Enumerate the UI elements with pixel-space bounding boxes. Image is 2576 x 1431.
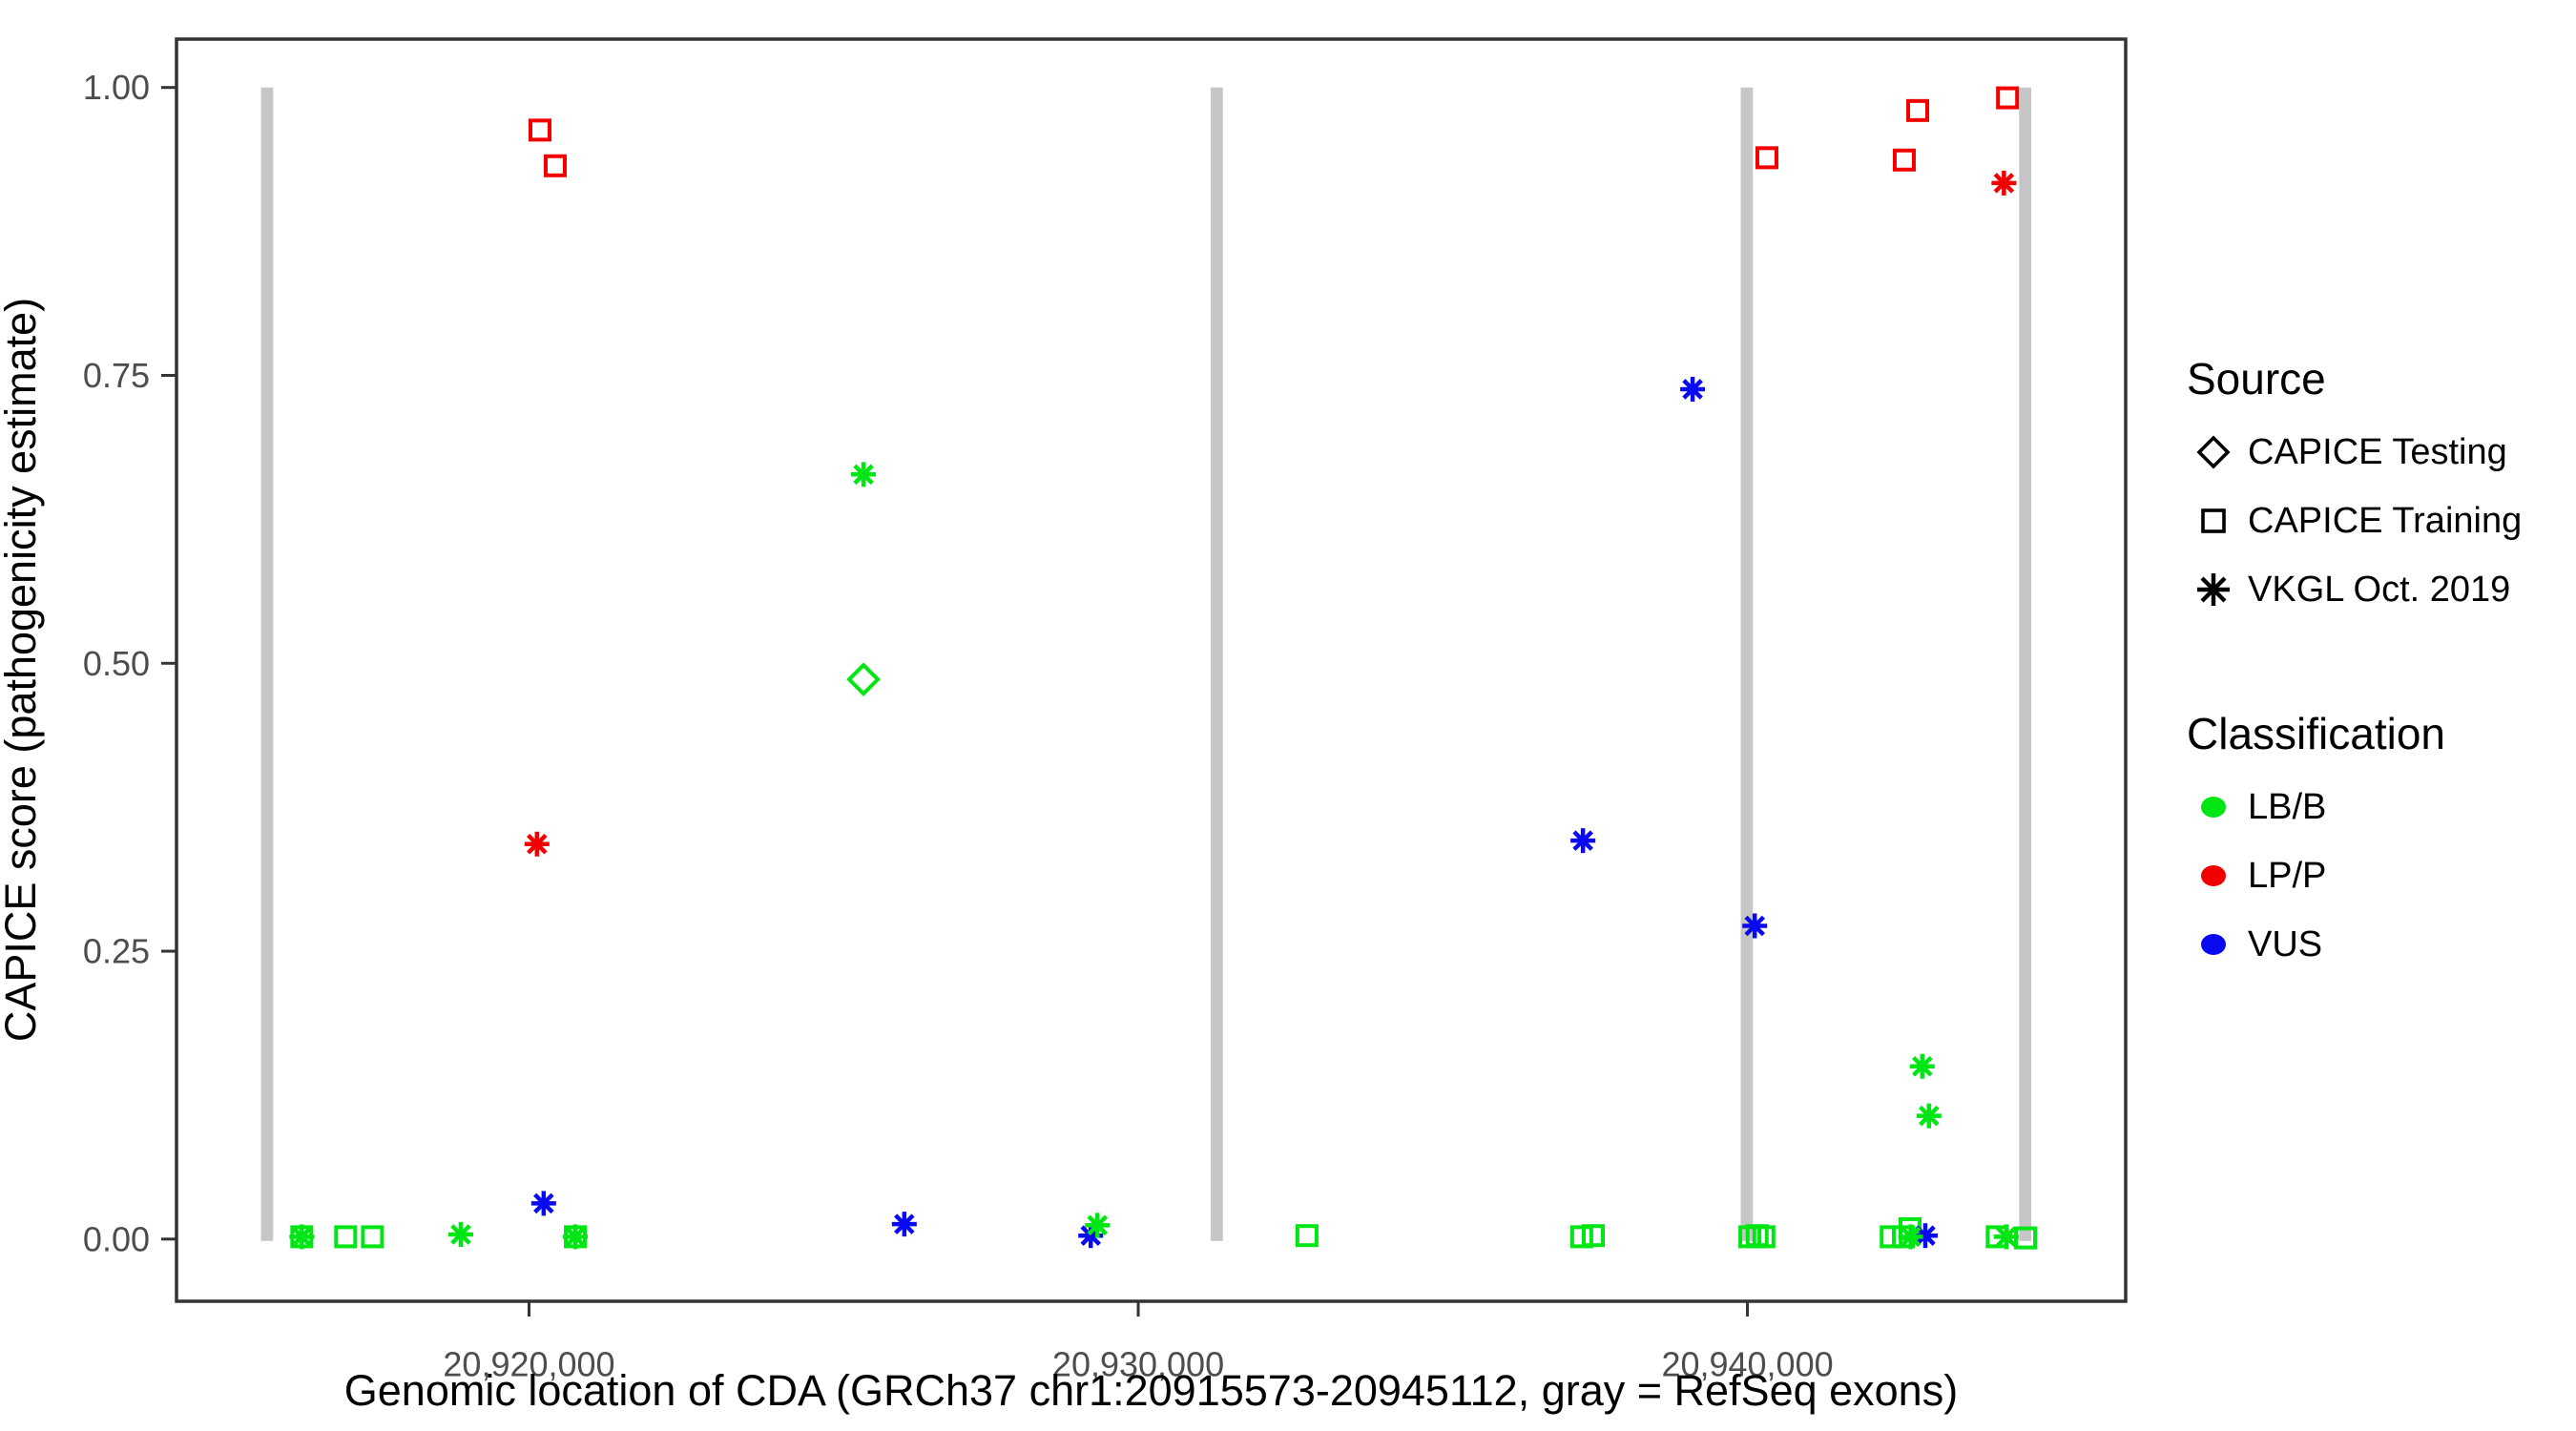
legend-item-vkgl: VKGL Oct. 2019 [2187,555,2572,624]
panel-border [175,37,2128,1303]
data-point-asterisk [851,462,877,487]
y-tick-label: 0.50 [83,644,150,683]
y-tick-label: 1.00 [83,68,150,107]
data-point-asterisk [530,1191,556,1216]
data-point-asterisk [1916,1103,1942,1129]
vus-color-dot-icon [2187,918,2248,971]
data-point-asterisk [1912,1223,1938,1249]
data-point-asterisk [1570,828,1596,854]
data-point-asterisk [447,1221,473,1247]
data-point-square [1581,1224,1605,1248]
data-point-asterisk [563,1224,589,1250]
data-point-square [1906,98,1930,122]
data-point-square [543,154,567,177]
data-point-asterisk [1898,1224,1923,1250]
x-tick-label: 20,930,000 [1052,1344,1224,1383]
data-point-square [529,118,552,142]
data-point-square [1295,1224,1319,1248]
lbb-color-dot-icon [2187,780,2248,834]
legend-classification-title: Classification [2187,709,2445,758]
refseq-exon-bar [1740,87,1754,1241]
data-point-asterisk [1909,1053,1935,1079]
legend-label: VUS [2248,923,2323,964]
data-point-square [1892,148,1916,172]
legend-item-capice-testing: CAPICE Testing [2187,418,2572,487]
data-point-square [1880,1225,1903,1249]
data-point-square [334,1225,358,1249]
data-point-asterisk [524,831,550,857]
legend-source-title: Source [2187,354,2326,404]
square-icon [2187,494,2248,548]
legend-item-lbb: LB/B [2187,773,2572,841]
data-point-asterisk [1993,1224,2019,1250]
legend-item-lpp: LP/P [2187,841,2572,910]
data-point-square [1569,1225,1593,1249]
legend-label: VKGL Oct. 2019 [2248,569,2511,610]
x-axis-title: Genomic location of CDA (GRCh37 chr1:209… [343,1366,1959,1415]
y-tick-label: 0.25 [83,932,150,971]
refseq-exon-bar [2019,87,2032,1241]
data-point-square [1996,86,2020,110]
x-tick-label: 20,940,000 [1661,1344,1833,1383]
data-point-asterisk [1085,1213,1111,1238]
legend-item-vus: VUS [2187,910,2572,979]
legend-item-capice-training: CAPICE Training [2187,487,2572,555]
data-point-asterisk [1991,170,2017,196]
legend-label: CAPICE Training [2248,500,2523,541]
lpp-color-dot-icon [2187,849,2248,902]
refseq-exon-bar [260,87,274,1241]
data-point-square [1752,1225,1776,1249]
data-point-asterisk [1680,376,1706,402]
asterisk-icon [2187,563,2248,616]
y-tick-label: 0.00 [83,1219,150,1258]
data-point-asterisk [891,1212,917,1237]
data-point-square [361,1225,384,1249]
legend-label: LP/P [2248,855,2327,896]
data-point-diamond [846,662,881,696]
data-point-asterisk [289,1224,315,1250]
diamond-icon [2187,425,2248,479]
data-point-asterisk [1742,913,1768,939]
x-tick-label: 20,920,000 [443,1344,614,1383]
legend: Source CAPICE Testing CAPICE Training [2187,351,2572,979]
y-axis-title: CAPICE score (pathogenicity estimate) [0,297,45,1043]
legend-label: CAPICE Testing [2248,431,2507,472]
data-point-square [1755,146,1778,170]
legend-label: LB/B [2248,786,2327,827]
y-tick-label: 0.75 [83,356,150,395]
refseq-exon-bar [1211,87,1223,1241]
